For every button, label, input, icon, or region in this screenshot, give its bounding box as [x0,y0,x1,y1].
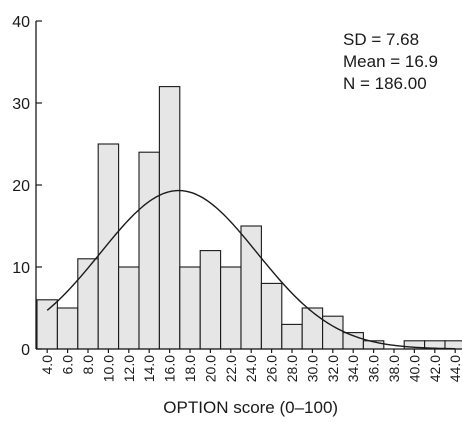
stat-n: N = 186.00 [343,74,427,93]
bar-20.0 [199,250,222,350]
x-tick-label: 22.0 [223,355,239,382]
x-tick-label: 14.0 [141,355,157,382]
x-ticks-group: 4.0 6.0 8.0 10.0 12.0 14.0 16.0 18.0 20.0 22.0 24.… [39,349,462,382]
x-tick-label: 6.0 [60,355,76,375]
bar-14.0 [138,151,160,350]
x-tick-label: 40.0 [406,355,422,382]
bar-30.0 [301,307,324,350]
x-tick-label: 12.0 [121,355,137,382]
stat-sd: SD = 7.68 [343,30,419,49]
y-tick-label: 30 [12,96,30,113]
bar-6.0 [56,307,79,350]
x-tick-label: 20.0 [202,355,218,382]
bar-28.0 [281,323,303,350]
bars-group [36,86,462,350]
x-tick-label: 4.0 [39,355,55,375]
x-tick-label: 42.0 [427,355,443,382]
bar-12.0 [118,266,140,350]
normal-curve [46,189,456,350]
bar-24.0 [240,225,262,350]
x-tick-label: 28.0 [284,355,300,382]
y-tick-label: 20 [12,178,30,195]
y-ticks-group: 0 10 20 30 40 [12,14,42,359]
bar-22.0 [220,266,242,350]
x-tick-label: 44.0 [447,355,462,382]
bar-10.0 [97,143,120,350]
y-tick-label: 10 [12,260,30,277]
bar-8.0 [77,258,99,350]
bar-16.0 [158,86,181,350]
y-tick-label: 40 [12,14,30,31]
bar-18.0 [179,266,201,350]
x-tick-label: 30.0 [304,355,320,382]
stat-mean: Mean = 16.9 [343,52,438,71]
x-tick-label: 10.0 [100,355,116,382]
bar-26.0 [260,282,283,350]
x-tick-label: 26.0 [264,355,280,382]
x-tick-label: 8.0 [80,355,96,375]
x-tick-label: 38.0 [386,355,402,382]
y-tick-label: 0 [21,342,30,359]
bar-44.0 [444,340,462,350]
x-tick-label: 32.0 [325,355,341,382]
x-tick-label: 36.0 [366,355,382,382]
x-tick-label: 34.0 [345,355,361,382]
x-axis-label: OPTION score (0–100) [163,398,338,417]
x-tick-label: 16.0 [162,355,178,382]
x-tick-label: 18.0 [182,355,198,382]
x-tick-label: 24.0 [243,355,259,382]
bar-4.0 [36,299,58,350]
